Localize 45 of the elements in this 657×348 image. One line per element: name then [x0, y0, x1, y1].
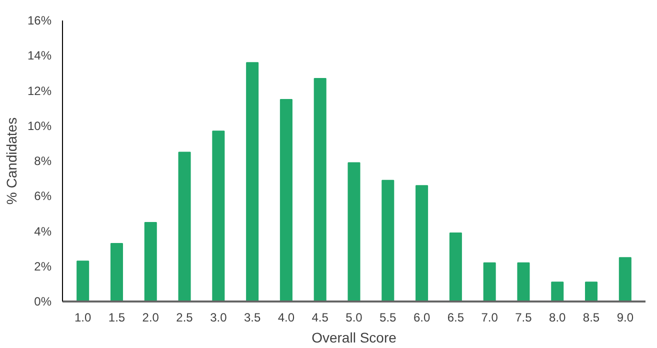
- x-tick-label: 2.5: [176, 310, 194, 324]
- bar: [76, 260, 90, 302]
- x-tick-label: 8.5: [582, 310, 600, 324]
- x-tick-label: 5.5: [380, 310, 397, 324]
- bar: [382, 180, 394, 302]
- y-tick-label: 16%: [27, 14, 52, 28]
- bar: [416, 185, 428, 302]
- bar: [110, 243, 123, 302]
- bar: [449, 232, 462, 302]
- y-tick-label: 6%: [34, 189, 52, 204]
- y-axis-title: % Candidates: [3, 117, 20, 205]
- x-tick-label: 1.0: [74, 310, 92, 324]
- y-tick-label: 2%: [34, 259, 52, 274]
- x-tick-label: 6.0: [413, 310, 430, 324]
- x-tick-label: 1.5: [108, 310, 126, 324]
- y-tick-label: 0%: [34, 294, 52, 308]
- x-tick-label: 7.5: [515, 310, 532, 324]
- x-axis-title: Overall Score: [312, 330, 397, 346]
- x-tick-label: 6.5: [447, 310, 464, 324]
- bar: [585, 282, 598, 302]
- bar: [144, 222, 157, 302]
- bar: [517, 262, 530, 302]
- bar: [314, 78, 326, 302]
- x-tick-label: 4.5: [312, 310, 329, 324]
- x-tick-label: 2.0: [142, 310, 160, 324]
- bar: [483, 262, 496, 302]
- x-tick-label: 5.0: [346, 310, 363, 324]
- bar: [348, 162, 360, 302]
- x-tick-label: 3.0: [210, 310, 228, 324]
- x-tick-label: 3.5: [244, 310, 261, 324]
- bar: [618, 257, 632, 302]
- x-tick-label: 8.0: [549, 310, 566, 324]
- y-tick-label: 12%: [27, 84, 52, 98]
- x-tick-label: 9.0: [616, 310, 634, 324]
- bar: [246, 62, 259, 302]
- bar: [178, 152, 191, 302]
- y-tick-label: 8%: [34, 154, 52, 168]
- bar: [280, 99, 292, 302]
- y-tick-label: 4%: [34, 224, 52, 238]
- x-tick-label: 4.0: [278, 310, 295, 324]
- y-tick-label: 10%: [27, 118, 52, 133]
- bar: [551, 282, 564, 302]
- y-tick-label: 14%: [27, 48, 52, 63]
- x-tick-label: 7.0: [481, 310, 498, 324]
- bar: [212, 130, 225, 302]
